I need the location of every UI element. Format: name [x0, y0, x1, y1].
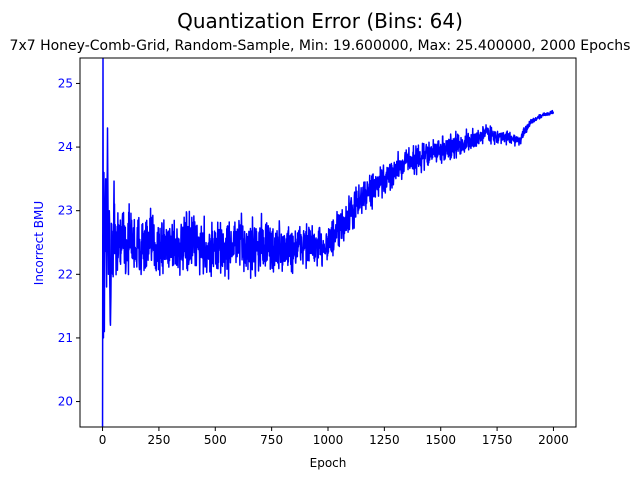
chart-title: Quantization Error (Bins: 64): [177, 9, 463, 33]
series-layer: [101, 58, 555, 427]
x-axis-label: Epoch: [310, 456, 347, 470]
x-tick-label: 0: [99, 433, 107, 447]
y-tick-label: 24: [58, 140, 73, 154]
x-tick-label: 250: [147, 433, 170, 447]
y-tick-label: 22: [58, 267, 73, 281]
x-tick-label: 2000: [538, 433, 569, 447]
y-tick-label: 20: [58, 395, 73, 409]
y-tick-label: 21: [58, 331, 73, 345]
y-tick-label: 25: [58, 76, 73, 90]
x-tick-label: 1500: [425, 433, 456, 447]
x-tick-label: 500: [204, 433, 227, 447]
y-axis-label: Incorrect BMU: [32, 201, 46, 285]
y-tick-label: 23: [58, 204, 73, 218]
y-axis: 20 21 22 23 24 25: [58, 76, 80, 409]
series-line: [101, 58, 555, 427]
chart-subtitle: 7x7 Honey-Comb-Grid, Random-Sample, Min:…: [10, 38, 631, 54]
x-tick-label: 1750: [482, 433, 513, 447]
x-tick-label: 750: [260, 433, 283, 447]
x-tick-label: 1000: [313, 433, 344, 447]
x-tick-label: 1250: [369, 433, 400, 447]
x-axis: 0 250 500 750 1000 1250 1500 1750 2000: [99, 427, 569, 447]
